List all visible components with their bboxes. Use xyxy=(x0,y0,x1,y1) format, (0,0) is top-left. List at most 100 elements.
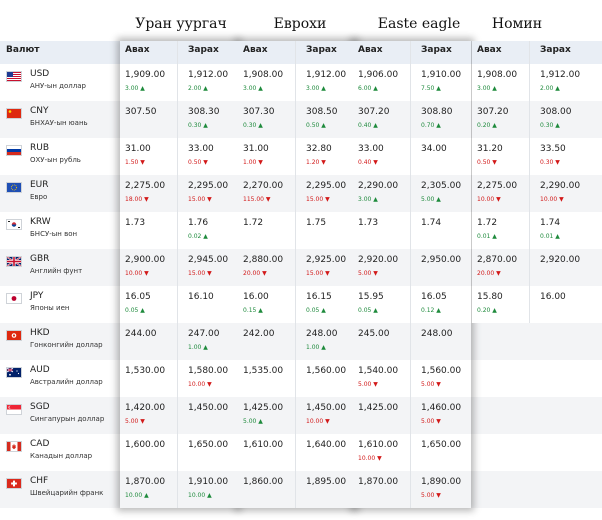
buy-rate: 1,530.00 xyxy=(125,366,166,376)
change-value: 15.00 xyxy=(188,270,206,277)
change-value: 0.15 xyxy=(243,307,257,314)
bank-header-title: Еврохи xyxy=(273,16,327,32)
sg-flag-icon xyxy=(6,404,22,415)
change-value: 7.50 xyxy=(421,85,435,92)
buy-rate: 2,275.00 xyxy=(477,181,518,191)
currency-name: Японы иен xyxy=(30,304,70,312)
kr-flag-icon xyxy=(6,219,22,230)
panel-row-bg xyxy=(120,175,238,212)
column-separator xyxy=(295,41,296,508)
change-value: 0.50 xyxy=(477,159,491,166)
sell-rate: 16.05 xyxy=(421,292,447,302)
buy-rate: 1,610.00 xyxy=(243,440,284,450)
currency-name: Канадын доллар xyxy=(30,452,93,460)
panel-row-bg xyxy=(238,360,356,397)
arrow-up-icon: ▲ xyxy=(201,122,208,129)
buy-rate: 1,540.00 xyxy=(358,366,399,376)
sell-change: 10.00 ▼ xyxy=(306,418,330,425)
currency-name: Евро xyxy=(30,193,48,201)
bank-header-title: Номин xyxy=(491,16,543,32)
buy-rate: 1.73 xyxy=(125,218,146,228)
currency-code: EUR xyxy=(30,180,49,190)
buy-change: 5.00 ▼ xyxy=(358,381,378,388)
panel-row-bg xyxy=(120,323,238,360)
sell-change: 5.00 ▼ xyxy=(421,381,441,388)
buy-rate: 2,290.00 xyxy=(358,181,399,191)
header-buy: Авах xyxy=(358,45,383,55)
change-value: 5.00 xyxy=(421,196,435,203)
sell-rate: 2,925.00 xyxy=(306,255,347,265)
sell-rate: 1.75 xyxy=(306,218,327,228)
buy-change: 0.05 ▲ xyxy=(125,307,145,314)
arrow-down-icon: ▼ xyxy=(205,196,212,203)
buy-change: 0.40 ▼ xyxy=(358,159,378,166)
panel-row-bg xyxy=(238,212,356,249)
sell-rate: 1,910.00 xyxy=(188,477,229,487)
arrow-down-icon: ▼ xyxy=(264,196,271,203)
currency-code: CAD xyxy=(30,439,50,449)
change-value: 0.05 xyxy=(125,307,139,314)
currency-name: Сингапурын доллар xyxy=(30,415,105,423)
change-value: 0.01 xyxy=(540,233,554,240)
panel-row-bg xyxy=(120,249,238,286)
change-value: 1.00 xyxy=(243,159,257,166)
buy-change: 0.20 ▲ xyxy=(477,122,497,129)
change-value: 0.30 xyxy=(540,159,554,166)
ru-flag-icon xyxy=(6,145,22,156)
sell-rate: 1.74 xyxy=(421,218,442,228)
sell-rate: 248.00 xyxy=(421,329,453,339)
panel-row-bg xyxy=(120,138,238,175)
arrow-up-icon: ▲ xyxy=(201,233,208,240)
panel-row-bg xyxy=(353,175,471,212)
currency-code: CNY xyxy=(30,106,49,116)
panel-row-bg xyxy=(353,360,471,397)
header-buy: Авах xyxy=(243,45,268,55)
panel-row-bg xyxy=(238,249,356,286)
change-value: 20.00 xyxy=(477,270,495,277)
header-currency: Валют xyxy=(6,45,40,55)
buy-rate: 1.72 xyxy=(477,218,498,228)
currency-name: Английн фунт xyxy=(30,267,83,275)
change-value: 10.00 xyxy=(306,418,324,425)
panel-row-bg xyxy=(238,471,356,508)
sell-change: 1.00 ▲ xyxy=(188,344,208,351)
change-value: 0.12 xyxy=(421,307,435,314)
panel-row-bg xyxy=(472,175,590,212)
sell-change: 15.00 ▼ xyxy=(306,270,330,277)
arrow-up-icon: ▲ xyxy=(490,122,497,129)
buy-rate: 15.95 xyxy=(358,292,384,302)
arrow-down-icon: ▼ xyxy=(494,196,501,203)
buy-change: 115.00 ▼ xyxy=(243,196,271,203)
arrow-down-icon: ▼ xyxy=(371,381,378,388)
sell-rate: 33.00 xyxy=(188,144,214,154)
buy-rate: 15.80 xyxy=(477,292,503,302)
buy-change: 20.00 ▼ xyxy=(243,270,267,277)
arrow-up-icon: ▲ xyxy=(490,307,497,314)
currency-code: USD xyxy=(30,69,50,79)
arrow-down-icon: ▼ xyxy=(256,159,263,166)
arrow-up-icon: ▲ xyxy=(434,122,441,129)
buy-rate: 1,610.00 xyxy=(358,440,399,450)
header-buy: Авах xyxy=(477,45,502,55)
sell-change: 15.00 ▼ xyxy=(188,196,212,203)
sell-change: 10.00 ▼ xyxy=(540,196,564,203)
sell-rate: 1.74 xyxy=(540,218,561,228)
gb-flag-icon xyxy=(6,256,22,267)
buy-change: 0.20 ▲ xyxy=(477,307,497,314)
change-value: 15.00 xyxy=(306,196,324,203)
change-value: 0.01 xyxy=(477,233,491,240)
sell-change: 0.50 ▼ xyxy=(188,159,208,166)
buy-change: 1.00 ▼ xyxy=(243,159,263,166)
buy-change: 0.40 ▲ xyxy=(358,122,378,129)
sell-rate: 1,560.00 xyxy=(306,366,347,376)
currency-code: SGD xyxy=(30,402,50,412)
buy-change: 3.00 ▲ xyxy=(125,85,145,92)
buy-rate: 245.00 xyxy=(358,329,390,339)
sell-rate: 2,920.00 xyxy=(540,255,581,265)
buy-rate: 1,870.00 xyxy=(358,477,399,487)
panel-header-bg xyxy=(238,41,356,64)
sell-rate: 1,580.00 xyxy=(188,366,229,376)
buy-change: 0.05 ▲ xyxy=(358,307,378,314)
currency-code: AUD xyxy=(30,365,50,375)
buy-rate: 1.73 xyxy=(358,218,379,228)
